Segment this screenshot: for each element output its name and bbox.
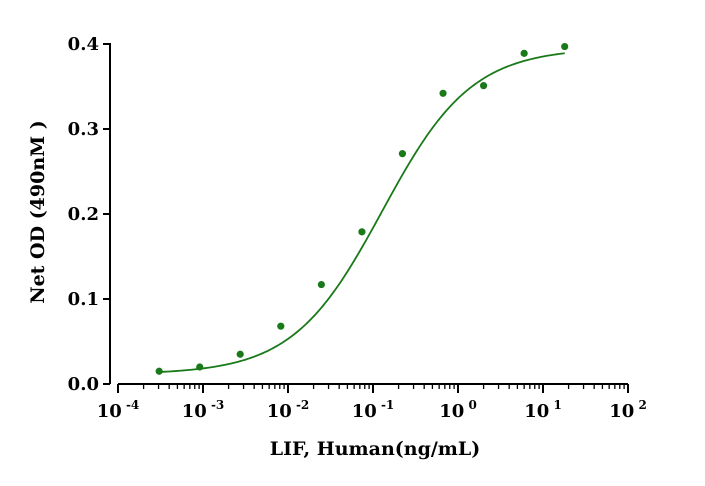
data-point	[479, 82, 488, 90]
data-point	[155, 367, 163, 375]
x-tick-label: 10 -1	[352, 398, 395, 422]
x-tick-label: 10 1	[524, 398, 562, 422]
x-tick-label: 10 -4	[97, 398, 140, 422]
x-tick-label: 10 0	[439, 398, 477, 422]
fit-curve	[159, 52, 565, 373]
axes-layer: 0.0 0.1 0.2 0.3 0.4 10 -4 10 -3 10 -2 10 -1 10 0 1…	[68, 34, 647, 422]
data-point	[439, 89, 447, 97]
data-point	[277, 322, 285, 330]
y-axis-title: Net OD (490nM )	[27, 120, 49, 304]
y-tick-label: 0.2	[68, 204, 99, 225]
data-point	[520, 49, 528, 57]
x-tick-label: 10 -3	[182, 398, 225, 422]
data-points-layer	[155, 42, 569, 375]
data-point	[196, 363, 204, 371]
data-point	[358, 228, 366, 236]
y-tick-label: 0.0	[68, 374, 99, 395]
x-tick-label: 10 2	[609, 398, 647, 422]
x-axis-title: LIF, Human(ng/mL)	[270, 438, 481, 460]
data-point	[236, 350, 244, 358]
data-point	[561, 42, 569, 51]
y-tick-label: 0.1	[68, 289, 99, 310]
data-point	[398, 150, 407, 158]
y-tick-label: 0.3	[68, 119, 99, 140]
fit-curve-layer	[159, 52, 565, 373]
x-tick-label: 10 -2	[267, 398, 310, 422]
data-point	[317, 280, 325, 289]
y-tick-label: 0.4	[68, 34, 99, 55]
